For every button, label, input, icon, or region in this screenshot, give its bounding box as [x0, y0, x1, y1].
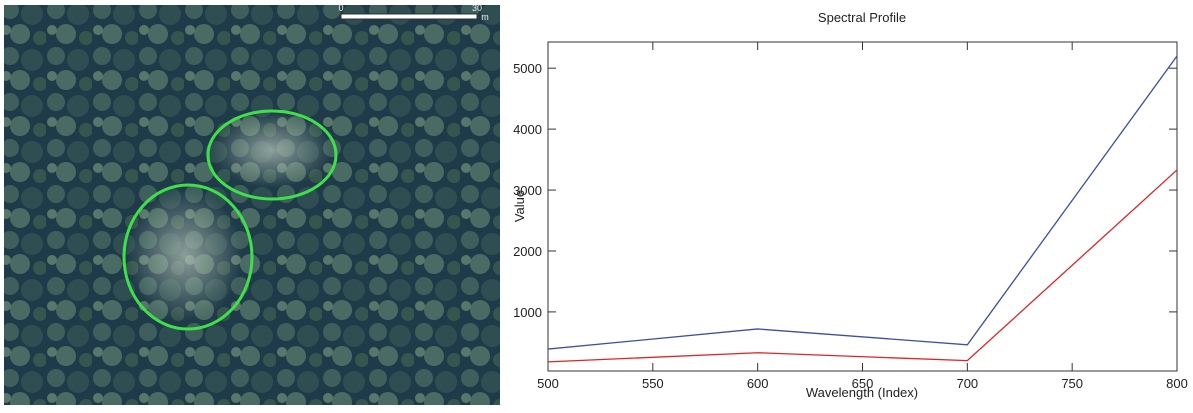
y-tick-label: 1000	[513, 305, 542, 320]
chart: Spectral Profile Wavelength (Index) Valu…	[512, 10, 1188, 400]
x-tick-label: 550	[642, 376, 664, 391]
y-tick-label: 3000	[513, 183, 542, 198]
scale-bar: 0 30 m	[338, 3, 488, 22]
series-line	[547, 169, 1178, 363]
forest-photo	[4, 5, 500, 405]
x-tick-label: 500	[537, 376, 559, 391]
highlight-ellipse	[206, 109, 338, 201]
bright-patch	[127, 189, 243, 321]
scale-unit: m	[481, 12, 489, 22]
highlight-ellipse	[122, 183, 254, 331]
bright-patch	[212, 112, 332, 188]
x-tick-label: 600	[747, 376, 769, 391]
x-tick-label: 750	[1061, 376, 1083, 391]
series-line	[547, 55, 1178, 350]
x-tick-label: 700	[956, 376, 978, 391]
y-tick-label: 5000	[513, 61, 542, 76]
scale-label: 0	[338, 3, 343, 13]
y-tick-label: 2000	[513, 244, 542, 259]
scale-bar-rect	[340, 13, 478, 20]
scale-label: 30	[472, 3, 482, 13]
x-tick-label: 650	[852, 376, 874, 391]
x-tick-label: 800	[1166, 376, 1188, 391]
y-tick-label: 4000	[513, 122, 542, 137]
y-axis-label: Value	[512, 190, 527, 222]
chart-title: Spectral Profile	[818, 10, 906, 25]
x-axis-label: Wavelength (Index)	[806, 385, 918, 400]
plot-frame	[547, 41, 1178, 372]
aerial-image: 0 30 m	[4, 3, 500, 405]
